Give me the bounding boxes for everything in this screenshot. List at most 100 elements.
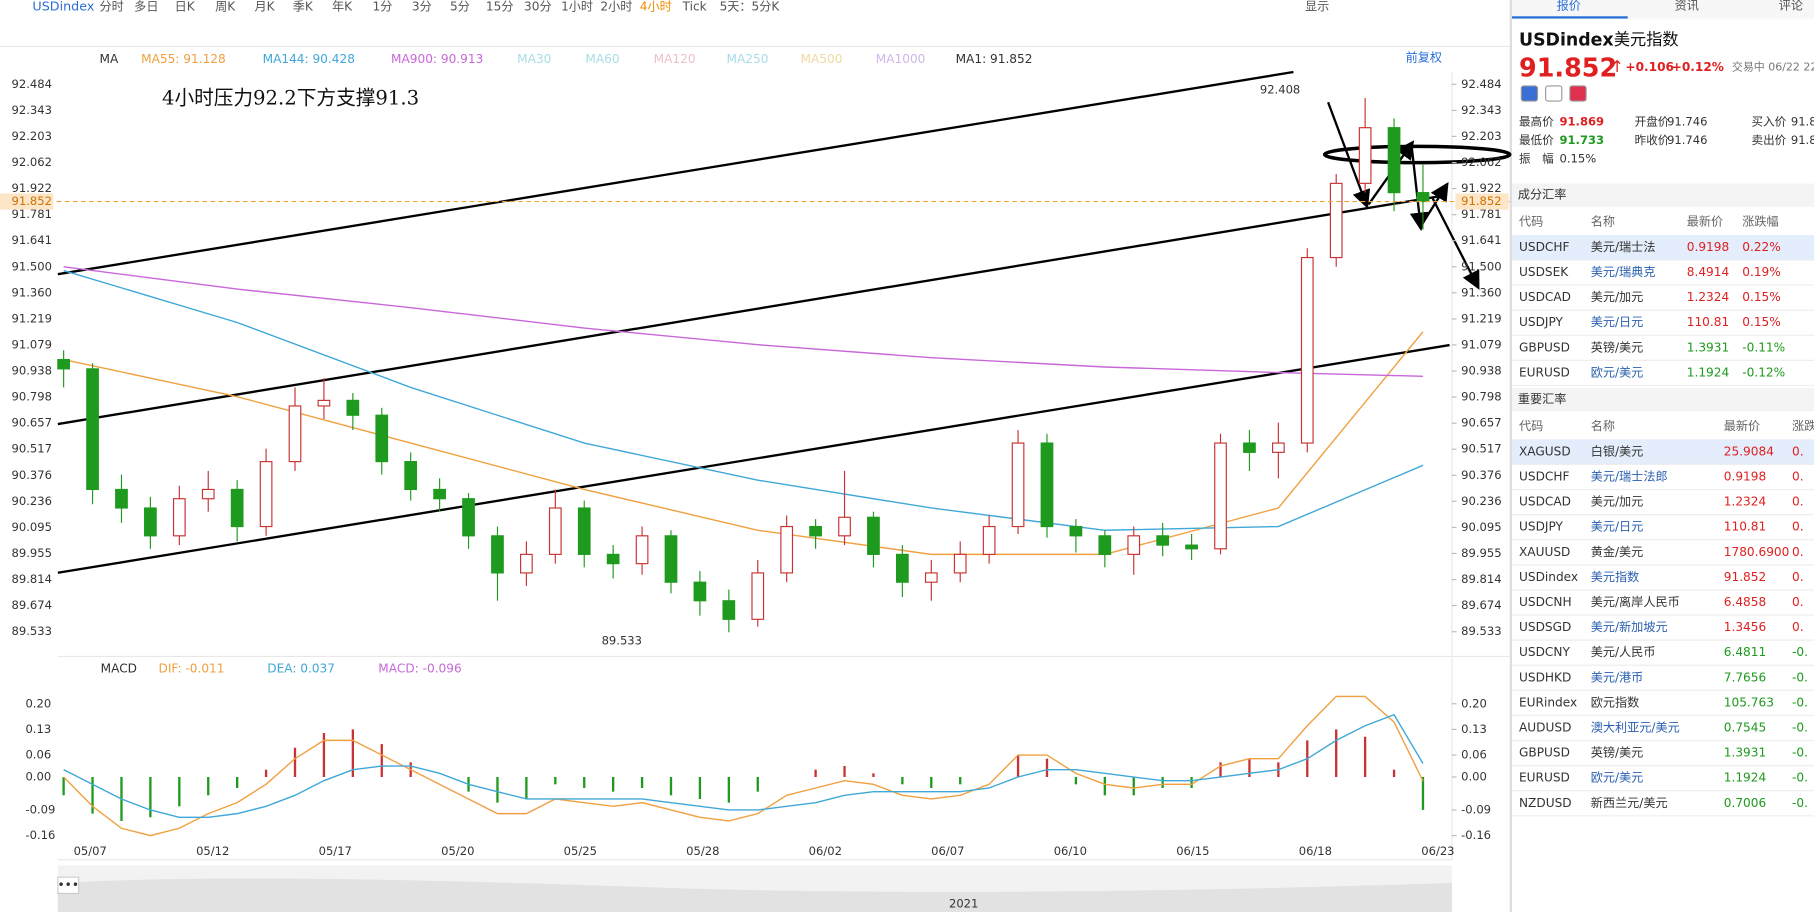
table-cell[interactable]: GBPUSD <box>1519 340 1570 354</box>
table-cell[interactable]: USDCHF <box>1519 470 1570 484</box>
period-button[interactable]: Tick <box>682 0 707 13</box>
table-cell[interactable]: 0.15% <box>1742 315 1781 329</box>
table-cell[interactable]: -0.12% <box>1742 365 1785 379</box>
table-cell[interactable]: USDCAD <box>1519 495 1571 509</box>
table-cell[interactable]: 黄金/美元 <box>1591 544 1644 559</box>
display-button[interactable]: 显示 <box>1305 0 1329 13</box>
table-cell[interactable]: 美元/港币 <box>1591 670 1644 684</box>
symbol[interactable]: USDindex <box>32 0 94 14</box>
period-button[interactable]: 2小时 <box>600 0 632 13</box>
table-cell[interactable]: 6.4811 <box>1724 645 1766 659</box>
table-cell[interactable]: USDSEK <box>1519 265 1569 279</box>
table-cell[interactable]: 英镑/美元 <box>1591 745 1644 760</box>
table-cell[interactable]: 美元/瑞士法 <box>1591 240 1656 254</box>
panel-icon[interactable] <box>1545 85 1563 102</box>
table-cell[interactable]: AUDUSD <box>1519 720 1571 734</box>
table-cell[interactable]: 0. <box>1792 444 1804 458</box>
table-cell[interactable]: -0. <box>1792 796 1808 810</box>
table-cell[interactable]: -0. <box>1792 645 1808 659</box>
indicator-name[interactable]: MA <box>99 52 118 66</box>
table-cell[interactable]: 1.1924 <box>1687 365 1730 379</box>
table-cell[interactable]: USDHKD <box>1519 670 1571 684</box>
table-cell[interactable]: 美元/日元 <box>1591 520 1644 534</box>
table-cell[interactable]: GBPUSD <box>1519 746 1570 760</box>
table-cell[interactable]: 1.2324 <box>1687 290 1730 304</box>
table-cell[interactable]: USDJPY <box>1519 315 1564 329</box>
panel-icon[interactable] <box>1569 85 1587 102</box>
table-cell[interactable]: 91.852 <box>1724 570 1766 584</box>
table-cell[interactable]: 1.2324 <box>1724 495 1767 509</box>
table-cell[interactable]: 110.81 <box>1687 315 1729 329</box>
table-cell[interactable]: 6.4858 <box>1724 595 1766 609</box>
table-cell[interactable]: 美元/新加坡元 <box>1591 619 1668 634</box>
macd-name[interactable]: MACD <box>101 662 137 676</box>
period-button[interactable]: 5天：5分K <box>720 0 781 13</box>
table-cell[interactable]: 欧元/美元 <box>1591 771 1644 785</box>
table-cell[interactable]: -0. <box>1792 670 1808 684</box>
period-button[interactable]: 5分 <box>450 0 470 13</box>
table-cell[interactable]: 美元/人民币 <box>1591 645 1656 659</box>
table-cell[interactable]: 0. <box>1792 545 1804 559</box>
table-cell[interactable]: 0.19% <box>1742 265 1781 279</box>
table-cell[interactable]: USDCHF <box>1519 240 1570 254</box>
period-button[interactable]: 分时 <box>99 0 123 13</box>
tab[interactable]: 资讯 <box>1675 0 1699 12</box>
period-button[interactable]: 3分 <box>412 0 432 13</box>
tab[interactable]: 报价 <box>1557 0 1581 12</box>
table-cell[interactable]: 0.15% <box>1742 290 1781 304</box>
tab[interactable]: 评论 <box>1779 0 1803 12</box>
period-button[interactable]: 周K <box>215 0 236 13</box>
table-cell[interactable]: -0. <box>1792 746 1808 760</box>
table-cell[interactable]: XAUUSD <box>1519 545 1570 559</box>
table-cell[interactable]: 美元指数 <box>1591 569 1640 584</box>
period-button[interactable]: 年K <box>332 0 353 13</box>
table-cell[interactable]: 1780.6900 <box>1724 545 1790 559</box>
table-cell[interactable]: 美元/瑞士法郎 <box>1591 470 1668 484</box>
period-button[interactable]: 1小时 <box>561 0 593 13</box>
period-button[interactable]: 1分 <box>373 0 393 13</box>
table-cell[interactable]: USDindex <box>1519 570 1578 584</box>
table-cell[interactable]: 美元/离岸人民币 <box>1591 594 1680 609</box>
table-cell[interactable]: 1.3931 <box>1687 340 1729 354</box>
table-cell[interactable]: 105.763 <box>1724 695 1774 709</box>
period-button[interactable]: 日K <box>175 0 196 13</box>
period-button[interactable]: 月K <box>255 0 276 13</box>
table-cell[interactable]: 美元/日元 <box>1591 315 1644 329</box>
table-cell[interactable]: 0. <box>1792 595 1804 609</box>
period-button[interactable]: 15分 <box>486 0 514 13</box>
period-button[interactable]: 4小时 <box>640 0 672 13</box>
table-cell[interactable]: 0. <box>1792 570 1804 584</box>
table-cell[interactable]: -0. <box>1792 771 1808 785</box>
table-cell[interactable]: -0. <box>1792 695 1808 709</box>
table-cell[interactable]: 0.9198 <box>1687 240 1729 254</box>
table-cell[interactable]: 110.81 <box>1724 520 1766 534</box>
table-cell[interactable]: EURindex <box>1519 695 1577 709</box>
period-button[interactable]: 多日 <box>134 0 158 13</box>
table-cell[interactable]: 0.7006 <box>1724 796 1766 810</box>
table-cell[interactable]: 美元/加元 <box>1591 290 1644 304</box>
table-cell[interactable]: 新西兰元/美元 <box>1591 795 1668 810</box>
period-button[interactable]: 季K <box>293 0 314 13</box>
table-cell[interactable]: USDCNY <box>1519 645 1570 659</box>
table-cell[interactable]: USDCNH <box>1519 595 1572 609</box>
table-cell[interactable]: -0.11% <box>1742 340 1785 354</box>
table-cell[interactable]: NZDUSD <box>1519 796 1572 810</box>
table-cell[interactable]: USDJPY <box>1519 520 1564 534</box>
table-cell[interactable]: 欧元指数 <box>1591 694 1640 709</box>
table-cell[interactable]: 美元/加元 <box>1591 495 1644 509</box>
table-cell[interactable]: EURUSD <box>1519 771 1570 785</box>
table-cell[interactable]: 0.7545 <box>1724 720 1766 734</box>
table-cell[interactable]: 白银/美元 <box>1591 443 1644 458</box>
table-cell[interactable]: XAGUSD <box>1519 444 1571 458</box>
table-cell[interactable]: 1.3931 <box>1724 746 1766 760</box>
period-button[interactable]: 30分 <box>524 0 552 13</box>
table-cell[interactable]: 1.1924 <box>1724 771 1767 785</box>
table-cell[interactable]: USDSGD <box>1519 620 1571 634</box>
navigator-button[interactable] <box>57 876 80 894</box>
table-cell[interactable]: 8.4914 <box>1687 265 1730 279</box>
table-cell[interactable]: 25.9084 <box>1724 444 1774 458</box>
table-cell[interactable]: 0.9198 <box>1724 470 1766 484</box>
table-cell[interactable]: 0. <box>1792 495 1804 509</box>
table-cell[interactable]: 澳大利亚元/美元 <box>1591 720 1680 734</box>
table-cell[interactable]: 英镑/美元 <box>1591 339 1644 354</box>
